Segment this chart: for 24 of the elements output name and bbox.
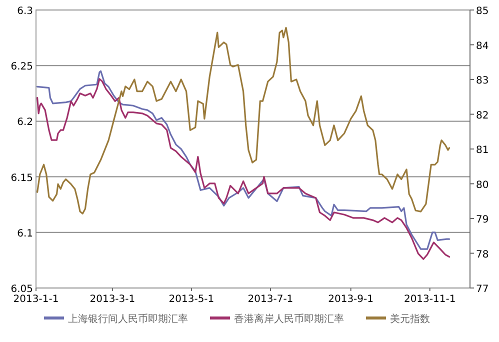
legend-label: 香港离岸人民币即期汇率: [234, 313, 344, 325]
y-tick-label: 6.15: [10, 172, 33, 184]
x-tick-label: 2013-7-1: [248, 294, 294, 305]
y-tick-label: 6.2: [17, 117, 33, 128]
y2-tick-label: 80: [476, 180, 489, 191]
y2-tick-label: 83: [476, 76, 489, 86]
y2-tick-label: 77: [476, 284, 489, 295]
y-tick-label: 6.05: [10, 284, 33, 295]
x-tick-label: 2013-9-1: [328, 294, 374, 305]
y-tick-label: 6.3: [17, 6, 33, 17]
y2-tick-label: 79: [476, 214, 489, 226]
legend-label: 上海银行间人民币即期汇率: [68, 313, 188, 325]
x-tick-label: 2013-5-1: [168, 294, 214, 305]
x-tick-label: 2013-1-1: [13, 294, 59, 305]
y2-tick-label: 82: [476, 110, 489, 122]
x-tick-label: 2013-3-1: [90, 294, 136, 305]
legend-label: 美元指数: [390, 313, 430, 325]
y-tick-label: 6.1: [17, 228, 33, 240]
y2-tick-label: 78: [476, 249, 489, 260]
x-tick-label: 2013-11-1: [404, 294, 456, 305]
y2-tick-label: 85: [476, 6, 489, 17]
y-tick-label: 6.25: [10, 62, 33, 73]
y2-tick-label: 84: [476, 40, 489, 52]
y2-tick-label: 81: [476, 145, 489, 156]
